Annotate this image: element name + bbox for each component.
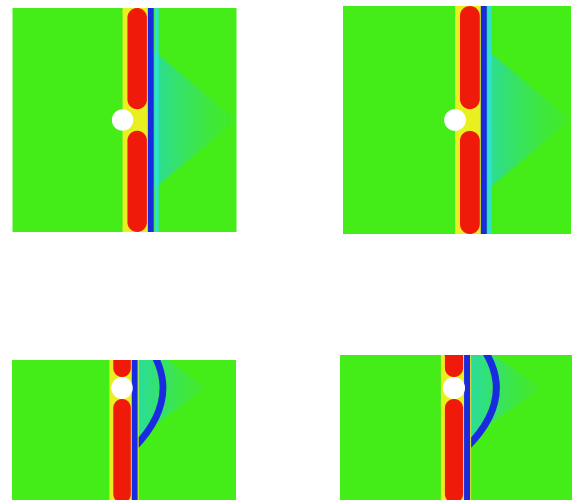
panel-4 [340,273,572,500]
figure [0,0,587,500]
panel-2 [343,6,571,234]
panel-1 [13,8,237,232]
panel-3 [12,273,236,500]
